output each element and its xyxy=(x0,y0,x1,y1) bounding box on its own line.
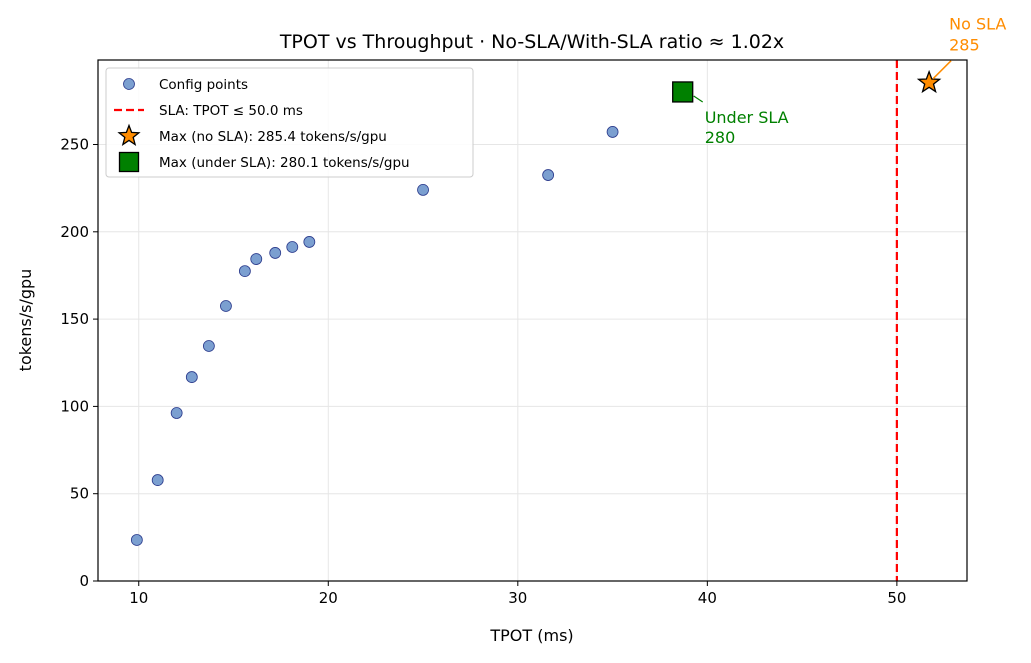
legend-label: SLA: TPOT ≤ 50.0 ms xyxy=(159,103,303,119)
annotation-under-sla: 280 xyxy=(705,128,736,147)
max-no-sla-point xyxy=(916,69,942,94)
data-point xyxy=(303,236,316,248)
x-tick-label: 50 xyxy=(887,589,906,607)
y-tick-label: 0 xyxy=(79,572,89,590)
annotation-no-sla: No SLA xyxy=(949,15,1006,34)
data-point xyxy=(417,184,429,196)
data-point xyxy=(202,340,215,352)
data-point xyxy=(185,371,198,383)
legend-marker xyxy=(117,123,141,147)
data-point xyxy=(151,474,164,486)
legend-marker xyxy=(123,78,135,90)
annotation-arrow xyxy=(693,95,704,103)
plot-frame xyxy=(97,59,968,582)
legend-label: Max (no SLA): 285.4 tokens/s/gpu xyxy=(159,129,387,145)
x-tick-label: 40 xyxy=(698,589,717,607)
annotation-under-sla: Under SLA xyxy=(705,108,789,127)
legend-marker xyxy=(118,151,140,173)
x-axis-label: TPOT (ms) xyxy=(489,626,573,645)
data-point xyxy=(606,126,619,138)
x-tick-label: 20 xyxy=(319,589,338,607)
legend-label: Config points xyxy=(159,77,248,93)
data-point xyxy=(130,534,143,546)
legend-box xyxy=(105,67,474,178)
legend: Config points SLA: TPOT ≤ 50.0 ms Max (no … xyxy=(105,67,474,178)
legend-label: Max (under SLA): 280.1 tokens/s/gpu xyxy=(159,155,410,171)
annotation-arrow xyxy=(932,60,952,80)
data-point xyxy=(250,253,263,265)
annotation-no-sla: 285 xyxy=(949,36,980,55)
data-point xyxy=(238,265,251,277)
data-point xyxy=(542,169,555,181)
y-tick-label: 150 xyxy=(60,310,89,328)
x-tick-label: 30 xyxy=(508,589,527,607)
y-axis-label: tokens/s/gpu xyxy=(16,269,35,372)
y-tick-label: 50 xyxy=(70,485,89,503)
data-point xyxy=(220,300,232,312)
chart-title: TPOT vs Throughput · No-SLA/With-SLA rat… xyxy=(279,31,784,53)
y-tick-label: 200 xyxy=(60,223,89,241)
data-point xyxy=(286,241,299,253)
data-point xyxy=(269,247,282,259)
data-point xyxy=(170,407,183,419)
ticks: 10 20 30 40 50 0 50 100 150 200 250 xyxy=(60,136,906,607)
y-tick-label: 100 xyxy=(60,397,89,415)
max-under-sla-point xyxy=(672,81,694,103)
y-tick-label: 250 xyxy=(60,136,89,154)
x-tick-label: 10 xyxy=(129,589,148,607)
